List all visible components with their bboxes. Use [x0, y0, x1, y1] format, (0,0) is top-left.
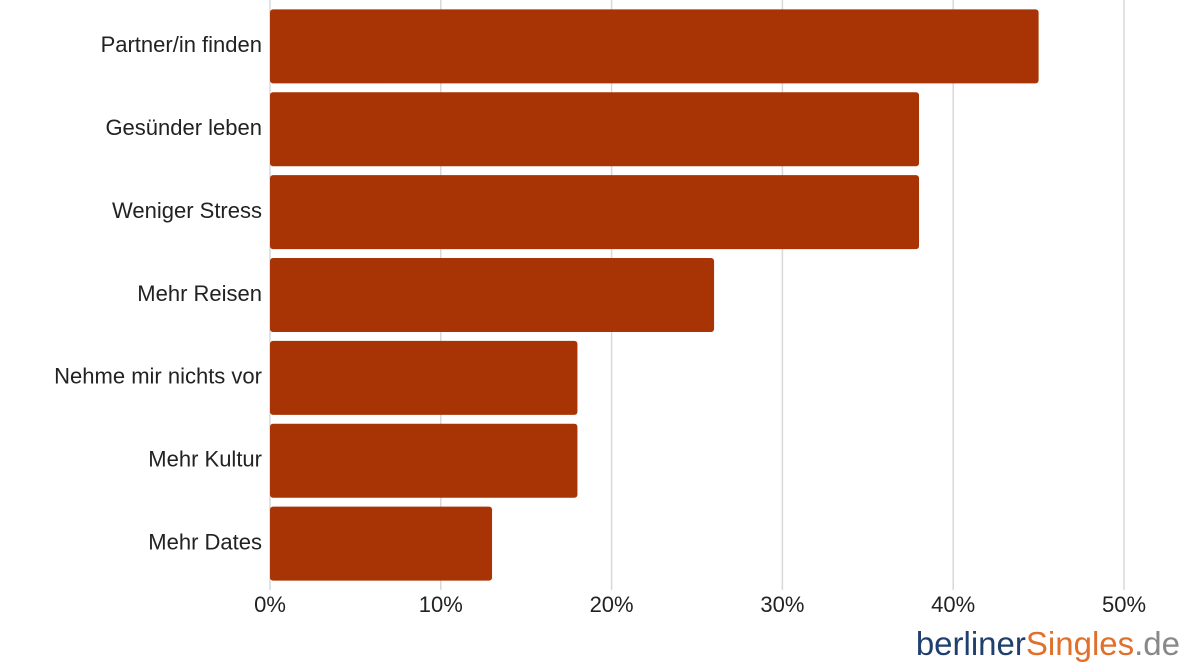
logo-part: Singles [1026, 625, 1134, 662]
logo-part: .de [1134, 625, 1180, 662]
logo: berlinerSingles.de [916, 625, 1180, 662]
x-tick-label: 50% [1102, 592, 1146, 617]
x-tick-label: 0% [254, 592, 286, 617]
x-tick-label: 10% [419, 592, 463, 617]
bar [270, 9, 1039, 84]
bar [270, 92, 920, 167]
bar [270, 340, 578, 415]
y-tick-label: Mehr Kultur [148, 447, 262, 472]
y-tick-label: Nehme mir nichts vor [54, 364, 262, 389]
y-tick-label: Gesünder leben [105, 115, 262, 140]
x-tick-label: 20% [590, 592, 634, 617]
logo-part: berliner [916, 625, 1026, 662]
bar [270, 175, 920, 250]
y-tick-label: Partner/in finden [101, 32, 262, 57]
bar [270, 258, 715, 332]
x-tick-label: 40% [931, 592, 975, 617]
y-tick-label: Mehr Reisen [137, 281, 262, 306]
y-tick-label: Weniger Stress [112, 198, 262, 223]
bar [270, 506, 493, 581]
x-tick-label: 30% [760, 592, 804, 617]
bars [270, 9, 1039, 581]
y-tick-label: Mehr Dates [148, 529, 262, 554]
bar [270, 423, 578, 498]
